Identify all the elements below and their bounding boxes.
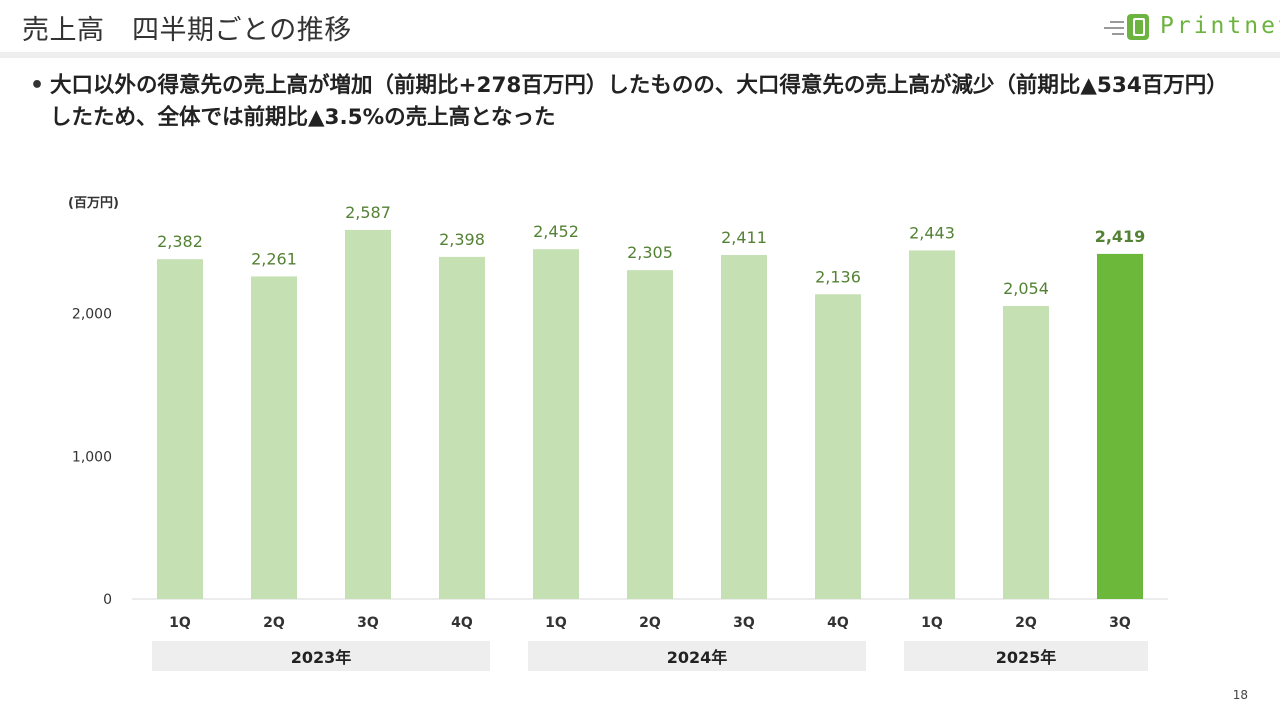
bar-value-label: 2,305 bbox=[627, 243, 673, 262]
bar bbox=[439, 256, 485, 599]
y-tick-label: 1,000 bbox=[72, 449, 112, 465]
bar bbox=[909, 250, 955, 599]
bar-value-label: 2,419 bbox=[1095, 227, 1146, 246]
x-tick-label: 3Q bbox=[733, 615, 755, 631]
bar bbox=[157, 259, 203, 599]
x-tick-label: 1Q bbox=[169, 615, 191, 631]
bar bbox=[533, 249, 579, 599]
bar-value-label: 2,136 bbox=[815, 267, 861, 286]
bar bbox=[1097, 253, 1143, 599]
bar-value-label: 2,382 bbox=[157, 232, 203, 251]
page-number: 18 bbox=[1232, 688, 1248, 702]
year-group-label: 2024年 bbox=[667, 648, 728, 667]
logo-wordmark: Printnet bbox=[1160, 13, 1280, 39]
y-tick-label: 0 bbox=[103, 592, 112, 608]
bar-value-label: 2,587 bbox=[345, 203, 391, 222]
year-group-band bbox=[528, 641, 866, 671]
bar-value-label: 2,443 bbox=[909, 223, 955, 242]
bar bbox=[627, 270, 673, 599]
printnet-logo: Printnet bbox=[1104, 10, 1280, 44]
bar-value-label: 2,452 bbox=[533, 222, 579, 241]
x-tick-label: 4Q bbox=[827, 615, 849, 631]
slide-title: 売上高 四半期ごとの推移 bbox=[22, 15, 352, 46]
bar-value-label: 2,411 bbox=[721, 228, 767, 247]
bar bbox=[1003, 305, 1049, 599]
year-group-band bbox=[904, 641, 1148, 671]
x-tick-label: 2Q bbox=[1015, 615, 1037, 631]
x-tick-label: 1Q bbox=[545, 615, 567, 631]
bar bbox=[345, 229, 391, 599]
year-group-band bbox=[152, 641, 490, 671]
summary-text: 大口以外の得意先の売上高が増加（前期比+278百万円）したものの、大口得意先の売… bbox=[50, 73, 1228, 130]
printnet-logo-icon bbox=[1127, 14, 1149, 40]
header-divider bbox=[0, 52, 1280, 58]
year-group-label: 2025年 bbox=[996, 648, 1057, 667]
x-tick-label: 4Q bbox=[451, 615, 473, 631]
x-tick-label: 3Q bbox=[1109, 615, 1131, 631]
bar-value-label: 2,398 bbox=[439, 230, 485, 249]
slide-header: 売上高 四半期ごとの推移 Printnet bbox=[0, 0, 1280, 52]
bar bbox=[815, 294, 861, 599]
x-tick-label: 2Q bbox=[639, 615, 661, 631]
y-axis-unit-label: (百万円) bbox=[68, 196, 119, 211]
logo-speed-lines bbox=[1104, 21, 1124, 39]
summary-bullet: • 大口以外の得意先の売上高が増加（前期比+278百万円）したものの、大口得意先… bbox=[30, 70, 1250, 134]
bar bbox=[251, 276, 297, 599]
bar-value-label: 2,261 bbox=[251, 249, 297, 268]
year-group-label: 2023年 bbox=[291, 648, 352, 667]
y-tick-label: 2,000 bbox=[72, 307, 112, 323]
bullet-marker: • bbox=[30, 73, 45, 98]
bar-value-label: 2,054 bbox=[1003, 279, 1049, 298]
bar bbox=[721, 255, 767, 599]
x-tick-label: 2Q bbox=[263, 615, 285, 631]
x-tick-label: 3Q bbox=[357, 615, 379, 631]
x-tick-label: 1Q bbox=[921, 615, 943, 631]
